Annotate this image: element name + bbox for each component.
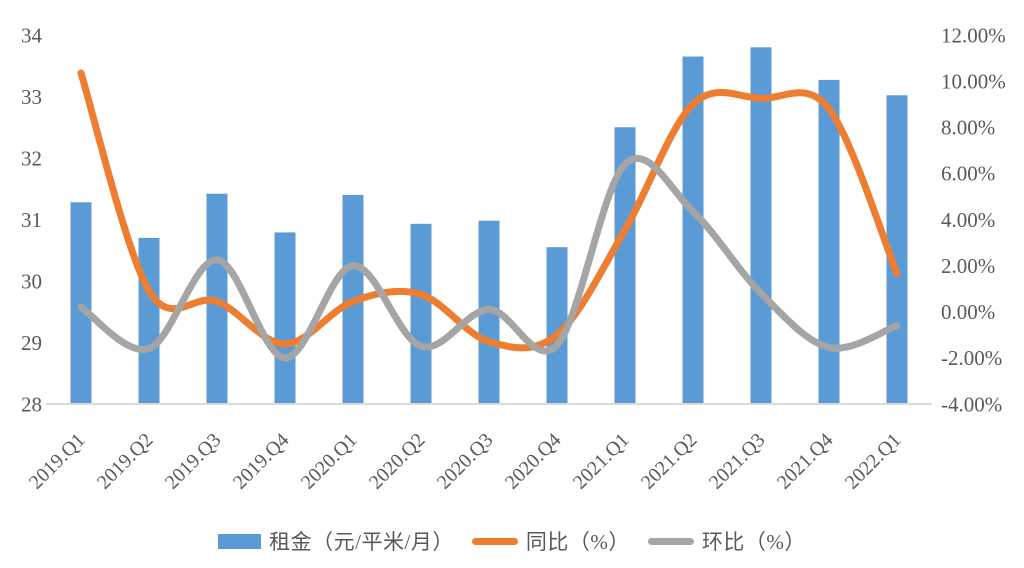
x-axis-labels: 2019.Q1 2019.Q2 2019.Q3 2019.Q4 2020.Q1 2020.… [25,429,906,494]
bar-2021.Q1 [614,127,636,404]
x-axis-label: 2019.Q3 [161,429,226,494]
qoq-series-label: 环比（%） [701,530,806,554]
left-axis-ticks: 34 33 32 31 30 29 28 [21,23,43,416]
legend-item-rent: 租金（元/平米/月） [218,526,454,556]
x-axis-label: 2020.Q3 [433,429,498,494]
right-axis-tick-label: 0.00% [941,300,995,324]
left-axis-tick-label: 33 [21,85,42,109]
left-axis-tick-label: 32 [21,146,42,170]
right-axis-tick-label: -4.00% [941,392,1002,416]
bar-2021.Q4 [818,79,840,405]
x-axis-label: 2020.Q2 [365,429,430,494]
bar-2020.Q4 [546,247,568,404]
bar-2021.Q2 [682,56,704,405]
left-axis-tick-label: 28 [21,392,42,416]
right-axis-tick-label: 10.00% [941,69,1006,93]
x-axis-label: 2019.Q1 [25,429,90,494]
bar-2019.Q1 [70,202,92,404]
bar-2021.Q3 [750,47,772,405]
legend-item-qoq: 环比（%） [647,526,806,556]
right-axis-tick-label: 12.00% [941,23,1006,47]
bar-2019.Q2 [138,237,160,404]
rent-series-label: 租金（元/平米/月） [269,530,454,554]
yoy-series-swatch [471,537,518,545]
left-axis-tick-label: 30 [21,269,42,293]
right-axis-tick-label: 8.00% [941,116,995,140]
x-axis-label: 2021.Q1 [569,429,634,494]
qoq-series-swatch [647,537,694,545]
x-axis-label: 2021.Q2 [637,429,702,494]
x-axis-label: 2019.Q2 [93,429,158,494]
x-axis-label: 2019.Q4 [229,429,294,494]
right-axis-tick-label: -2.00% [941,346,1002,370]
legend-item-yoy: 同比（%） [471,526,630,556]
x-axis-label: 2022.Q1 [841,429,906,494]
x-axis-label: 2021.Q4 [773,429,838,494]
bar-series [70,47,908,405]
right-axis-tick-label: 2.00% [941,254,995,278]
right-axis-ticks: 12.00% 10.00% 8.00% 6.00% 4.00% 2.00% 0.00% -2.… [941,23,1006,416]
right-axis-tick-label: 4.00% [941,208,995,232]
legend: 租金（元/平米/月） 同比（%） 环比（%） [0,519,1024,563]
x-axis-label: 2020.Q1 [297,429,362,494]
x-axis-label: 2020.Q4 [501,429,566,494]
left-axis-tick-label: 29 [21,331,42,355]
yoy-series-label: 同比（%） [525,530,630,554]
left-axis-tick-label: 34 [21,23,43,47]
yoy-line [77,69,901,352]
line-series [77,69,901,362]
qoq-line [77,154,901,362]
chart-svg: 34 33 32 31 30 29 28 12.00% 10.00% 8.00% 6.00% 4.0… [21,23,1006,494]
rent-series-swatch [218,533,262,549]
bar-2020.Q2 [410,223,432,404]
x-axis-label: 2021.Q3 [705,429,770,494]
right-axis-tick-label: 6.00% [941,162,995,186]
bar-2019.Q4 [274,232,296,404]
left-axis-tick-label: 31 [21,208,42,232]
